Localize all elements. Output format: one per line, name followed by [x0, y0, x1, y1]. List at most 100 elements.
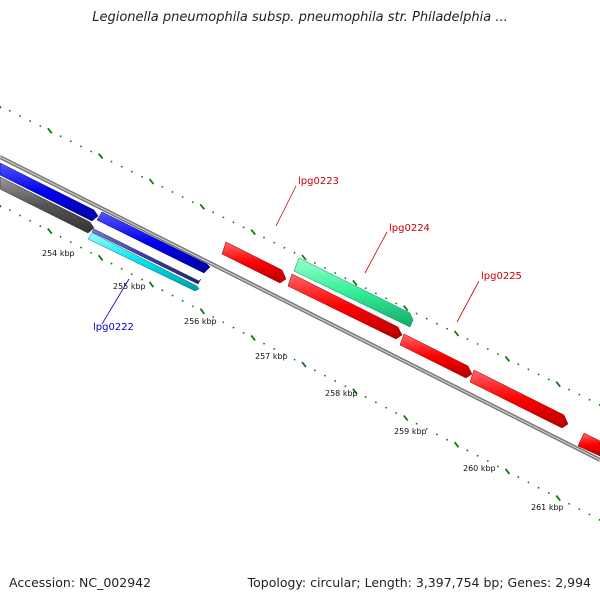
inner-tick	[486, 459, 489, 463]
outer-tick	[568, 388, 571, 391]
inner-tick-row	[0, 204, 600, 521]
cds-lpg0224[interactable]	[293, 257, 414, 328]
outer-tick	[29, 119, 32, 123]
outer-tick	[283, 246, 286, 249]
outer-tick	[446, 327, 449, 330]
gene-label-lpg0225[interactable]: lpg0225	[481, 271, 522, 282]
scale-label-257: 257 kbp	[255, 352, 288, 361]
inner-tick	[344, 385, 347, 388]
backbone	[0, 155, 600, 462]
scale-label-254: 254 kbp	[42, 249, 75, 258]
inner-tick	[0, 204, 2, 208]
inner-tick	[18, 214, 22, 217]
outer-tick	[199, 203, 206, 210]
inner-tick	[29, 219, 32, 222]
inner-tick	[242, 331, 245, 335]
outer-tick	[334, 271, 337, 275]
outer-tick	[8, 109, 11, 112]
outer-tick	[273, 241, 276, 244]
inner-tick	[415, 422, 418, 425]
outer-tick	[395, 302, 398, 305]
inner-tick	[140, 278, 144, 281]
outer-tick	[79, 145, 83, 148]
outer-tick	[547, 378, 550, 381]
inner-tick	[283, 353, 286, 356]
outer-tick	[578, 393, 581, 396]
cds-blue-1[interactable]	[0, 162, 99, 222]
gene-label-lpg0224[interactable]: lpg0224	[389, 223, 430, 234]
gene-labels: lpg0223 lpg0224 lpg0225 lpg0222	[93, 176, 522, 333]
outer-tick	[171, 190, 174, 194]
inner-tick	[537, 486, 540, 489]
inner-tick	[293, 358, 296, 361]
inner-tick	[364, 395, 367, 399]
inner-tick	[59, 235, 62, 238]
outer-tick	[344, 277, 347, 280]
inner-tick	[446, 438, 449, 441]
cds-red-3[interactable]	[469, 369, 569, 429]
gene-label-lpg0223[interactable]: lpg0223	[298, 176, 339, 187]
gene-label-lpg0222[interactable]: lpg0222	[93, 322, 134, 333]
inner-tick	[39, 225, 42, 228]
inner-tick	[547, 492, 550, 495]
inner-tick	[222, 321, 225, 324]
outer-tick	[435, 322, 438, 325]
outer-tick-row	[0, 105, 600, 406]
outer-tick	[374, 292, 377, 295]
inner-tick	[324, 374, 327, 377]
inner-tick	[171, 294, 174, 297]
outer-tick	[148, 178, 155, 185]
outer-tick	[0, 105, 2, 109]
inner-tick	[8, 209, 11, 212]
outer-tick	[120, 165, 123, 168]
outer-tick	[466, 337, 469, 341]
outer-tick	[517, 363, 520, 366]
outer-tick	[212, 211, 215, 214]
inner-tick	[517, 476, 520, 479]
inner-tick	[453, 441, 460, 448]
inner-tick	[527, 481, 530, 484]
inner-tick	[385, 406, 388, 409]
outer-tick	[425, 317, 428, 320]
inner-tick	[161, 289, 164, 292]
inner-tick	[97, 254, 104, 261]
inner-tick	[199, 308, 206, 315]
cds-lpg0223[interactable]	[221, 241, 287, 284]
cds-red-1[interactable]	[287, 273, 403, 340]
outer-tick	[352, 279, 358, 286]
inner-tick	[120, 267, 123, 270]
topology-summary: Topology: circular; Length: 3,397,754 bp…	[247, 575, 591, 590]
outer-tick	[39, 124, 42, 128]
inner-tick	[555, 495, 561, 502]
outer-tick	[496, 353, 499, 356]
outer-tick	[97, 153, 104, 160]
cds-blue-2[interactable]	[96, 211, 211, 274]
inner-tick	[588, 513, 591, 516]
inner-tick	[212, 315, 215, 319]
outer-tick	[323, 266, 327, 270]
inner-tick	[352, 388, 358, 395]
inner-tick	[395, 411, 398, 415]
outer-tick	[555, 381, 561, 388]
inner-tick	[476, 454, 479, 457]
outer-tick	[476, 342, 479, 346]
inner-tick	[466, 449, 469, 452]
cds-gray-1[interactable]	[0, 176, 95, 234]
cds-red-2[interactable]	[399, 333, 473, 379]
inner-tick	[403, 414, 409, 422]
outer-tick	[527, 368, 530, 371]
inner-tick	[90, 251, 93, 254]
scale-label-256: 256 kbp	[184, 317, 217, 326]
map-title: Legionella pneumophila subsp. pneumophil…	[92, 10, 508, 25]
cds-lpg0222[interactable]	[87, 232, 200, 292]
scale-label-259: 259 kbp	[394, 427, 427, 436]
inner-tick	[232, 326, 235, 329]
cds-red-4[interactable]	[577, 432, 600, 457]
outer-tick	[222, 216, 225, 219]
inner-tick	[69, 241, 72, 244]
outer-tick	[232, 221, 235, 224]
inner-tick	[374, 401, 377, 404]
inner-tick	[262, 342, 266, 345]
cds-navy-1[interactable]	[91, 228, 202, 285]
inner-tick	[313, 369, 316, 372]
